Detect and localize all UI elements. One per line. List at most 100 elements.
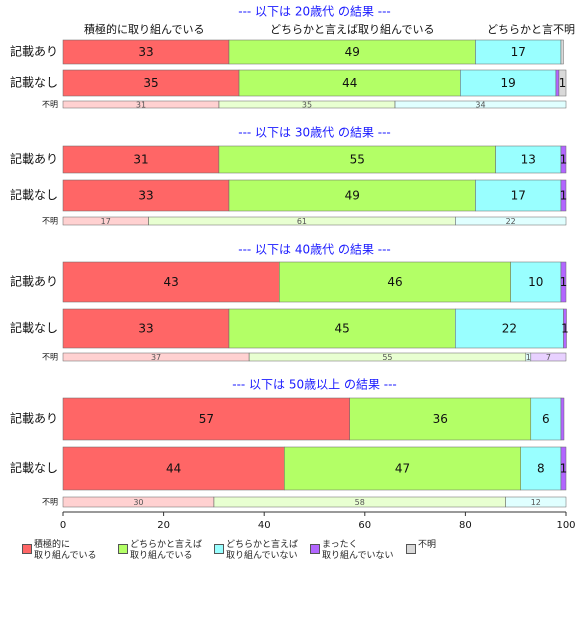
value-label: 44 [342, 76, 357, 90]
bar-segment [560, 446, 567, 491]
group-title: --- 以下は 30歳代 の結果 --- [238, 126, 391, 140]
x-tick-label: 60 [358, 520, 371, 531]
header-labels: 積極的に取り組んでいる どちらかと言えば取り組んでいる どちらかと言 不明 [84, 22, 575, 36]
value-label: 55 [382, 353, 392, 362]
bar-segment [284, 446, 521, 491]
bar-segment [228, 39, 476, 65]
category-label: 記載あり [10, 44, 58, 59]
value-label: 55 [350, 153, 365, 167]
bar-segment [394, 100, 567, 109]
value-label: 1 [560, 189, 568, 203]
legend-label: どちらかと言えば 取り組んでいる [130, 540, 203, 561]
value-label: 61 [297, 217, 307, 226]
value-label: 13 [521, 153, 536, 167]
x-tick-label: 0 [60, 520, 66, 531]
category-label: 記載あり [10, 411, 58, 426]
bar-segment [520, 446, 562, 491]
legend-swatch [406, 544, 416, 554]
value-label: 12 [531, 498, 541, 507]
value-label: 35 [302, 101, 312, 110]
category-label: 記載なし [10, 187, 58, 202]
value-label: 37 [151, 353, 161, 362]
category-label: 不明 [42, 353, 58, 362]
value-label: 58 [355, 498, 365, 507]
x-tick-label: 40 [258, 520, 271, 531]
value-label: 22 [506, 217, 516, 226]
x-tick-label: 100 [556, 520, 575, 531]
value-label: 33 [138, 322, 153, 336]
legend-label: 積極的に 取り組んでいる [34, 540, 97, 561]
legend-swatch [118, 544, 128, 554]
category-label: 記載なし [10, 75, 58, 90]
value-label: 1 [560, 275, 568, 289]
header-label: どちらかと言 [487, 23, 553, 36]
header-label: どちらかと言えば取り組んでいる [270, 23, 434, 36]
bar-segment [560, 397, 565, 441]
x-tick-label: 20 [157, 520, 170, 531]
bar-segment [475, 179, 562, 212]
legend-swatch [22, 544, 32, 554]
value-label: 1 [559, 76, 567, 90]
category-label: 不明 [42, 217, 58, 226]
value-label: 30 [133, 498, 143, 507]
bar-segment [560, 179, 567, 212]
value-label: 17 [101, 217, 111, 226]
legend-swatch [310, 544, 320, 554]
value-label: 17 [511, 189, 526, 203]
legend-swatch [214, 544, 224, 554]
bar-segment [560, 145, 567, 174]
value-label: 10 [528, 275, 543, 289]
group-title: --- 以下は 50歳以上 の結果 --- [232, 378, 397, 392]
value-label: 6 [542, 412, 550, 426]
bar-segment [238, 69, 461, 97]
value-label: 47 [395, 462, 410, 476]
bar-segment [563, 308, 567, 349]
value-label: 49 [345, 189, 360, 203]
bar-segment [455, 308, 564, 349]
value-label: 46 [387, 275, 402, 289]
bar-segment [218, 145, 496, 174]
value-label: 34 [475, 101, 485, 110]
bar-segment [62, 261, 280, 303]
category-label: 記載なし [10, 460, 58, 475]
bar-segment [475, 39, 562, 65]
category-label: 記載あり [10, 274, 58, 289]
bar-segment [228, 179, 476, 212]
bar-segment [510, 261, 562, 303]
value-label: 1 [560, 462, 568, 476]
value-label: 35 [143, 76, 158, 90]
bar-segment [62, 446, 285, 491]
bar-segment [62, 179, 230, 212]
value-label: 19 [501, 76, 516, 90]
bar-segment [62, 69, 240, 97]
bar-segment [560, 39, 564, 65]
bar-segment [495, 145, 562, 174]
value-label: 31 [133, 153, 148, 167]
value-label: 33 [138, 45, 153, 59]
value-label: 8 [537, 462, 545, 476]
group-title: --- 以下は 40歳代 の結果 --- [238, 243, 391, 257]
bar-segment [349, 397, 532, 441]
bar-segment [62, 308, 230, 349]
value-label: 45 [335, 322, 350, 336]
value-label: 1 [561, 322, 569, 336]
value-label: 57 [199, 412, 214, 426]
category-label: 不明 [42, 498, 58, 507]
bar-segment [560, 261, 567, 303]
legend-label: まったく 取り組んでいない [322, 540, 394, 561]
legend-label: 不明 [418, 540, 437, 550]
value-label: 17 [511, 45, 526, 59]
bar-segment [62, 145, 220, 174]
bar-segment [455, 216, 567, 226]
value-label: 7 [546, 353, 551, 362]
group-title: --- 以下は 20歳代 の結果 --- [238, 5, 391, 19]
header-label: 積極的に取り組んでいる [84, 22, 204, 36]
value-label: 22 [502, 322, 517, 336]
value-label: 43 [164, 275, 179, 289]
bar-segment [505, 496, 567, 508]
value-label: 1 [526, 353, 531, 362]
value-label: 1 [560, 153, 568, 167]
bar-segment [530, 352, 567, 362]
